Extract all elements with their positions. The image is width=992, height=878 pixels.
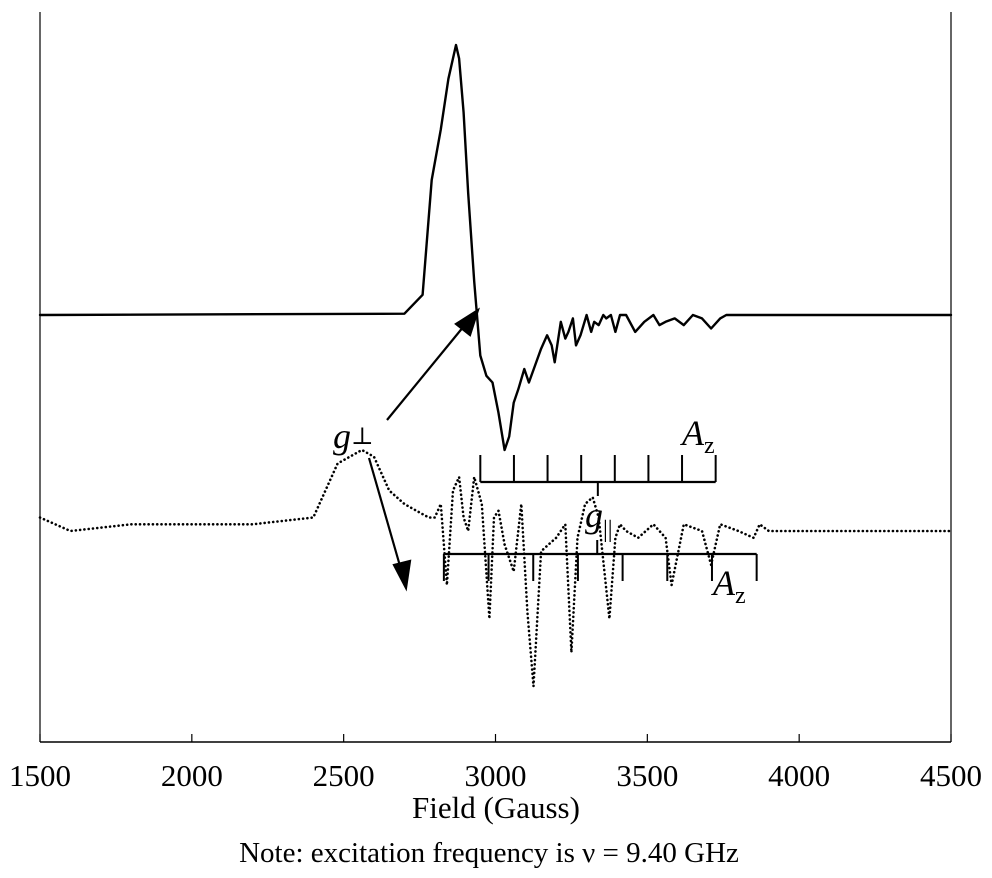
x-tick-label-3500: 3500 — [616, 758, 678, 793]
hyperfine-markers — [442, 455, 758, 581]
x-tick-label-4500: 4500 — [920, 758, 982, 793]
a-z-upper-label: Az — [680, 413, 715, 459]
arrow-to-lower-line — [367, 457, 402, 567]
g-perp-label: g⊥ — [333, 416, 374, 456]
arrow-head-upper — [454, 307, 480, 337]
x-tick-label-2000: 2000 — [161, 758, 223, 793]
g-perp-arrows — [367, 307, 480, 592]
a-z-lower-label: Az — [711, 563, 746, 609]
series-layer — [38, 43, 953, 688]
x-tick-label-1500: 1500 — [9, 758, 71, 793]
frequency-note: Note: excitation frequency is ν = 9.40 G… — [239, 837, 739, 869]
arrow-to-upper-line — [386, 325, 465, 421]
x-ticks: 1500 2000 2500 3000 3500 4000 4500 — [9, 734, 982, 793]
arrow-head-lower — [392, 559, 412, 592]
x-tick-label-2500: 2500 — [313, 758, 375, 793]
series-simulated — [38, 448, 953, 688]
g-parallel-label: g|| — [585, 495, 613, 543]
series-experimental — [38, 43, 953, 452]
x-axis-label: Field (Gauss) — [412, 790, 580, 825]
x-tick-label-3000: 3000 — [465, 758, 527, 793]
x-tick-label-4000: 4000 — [768, 758, 830, 793]
